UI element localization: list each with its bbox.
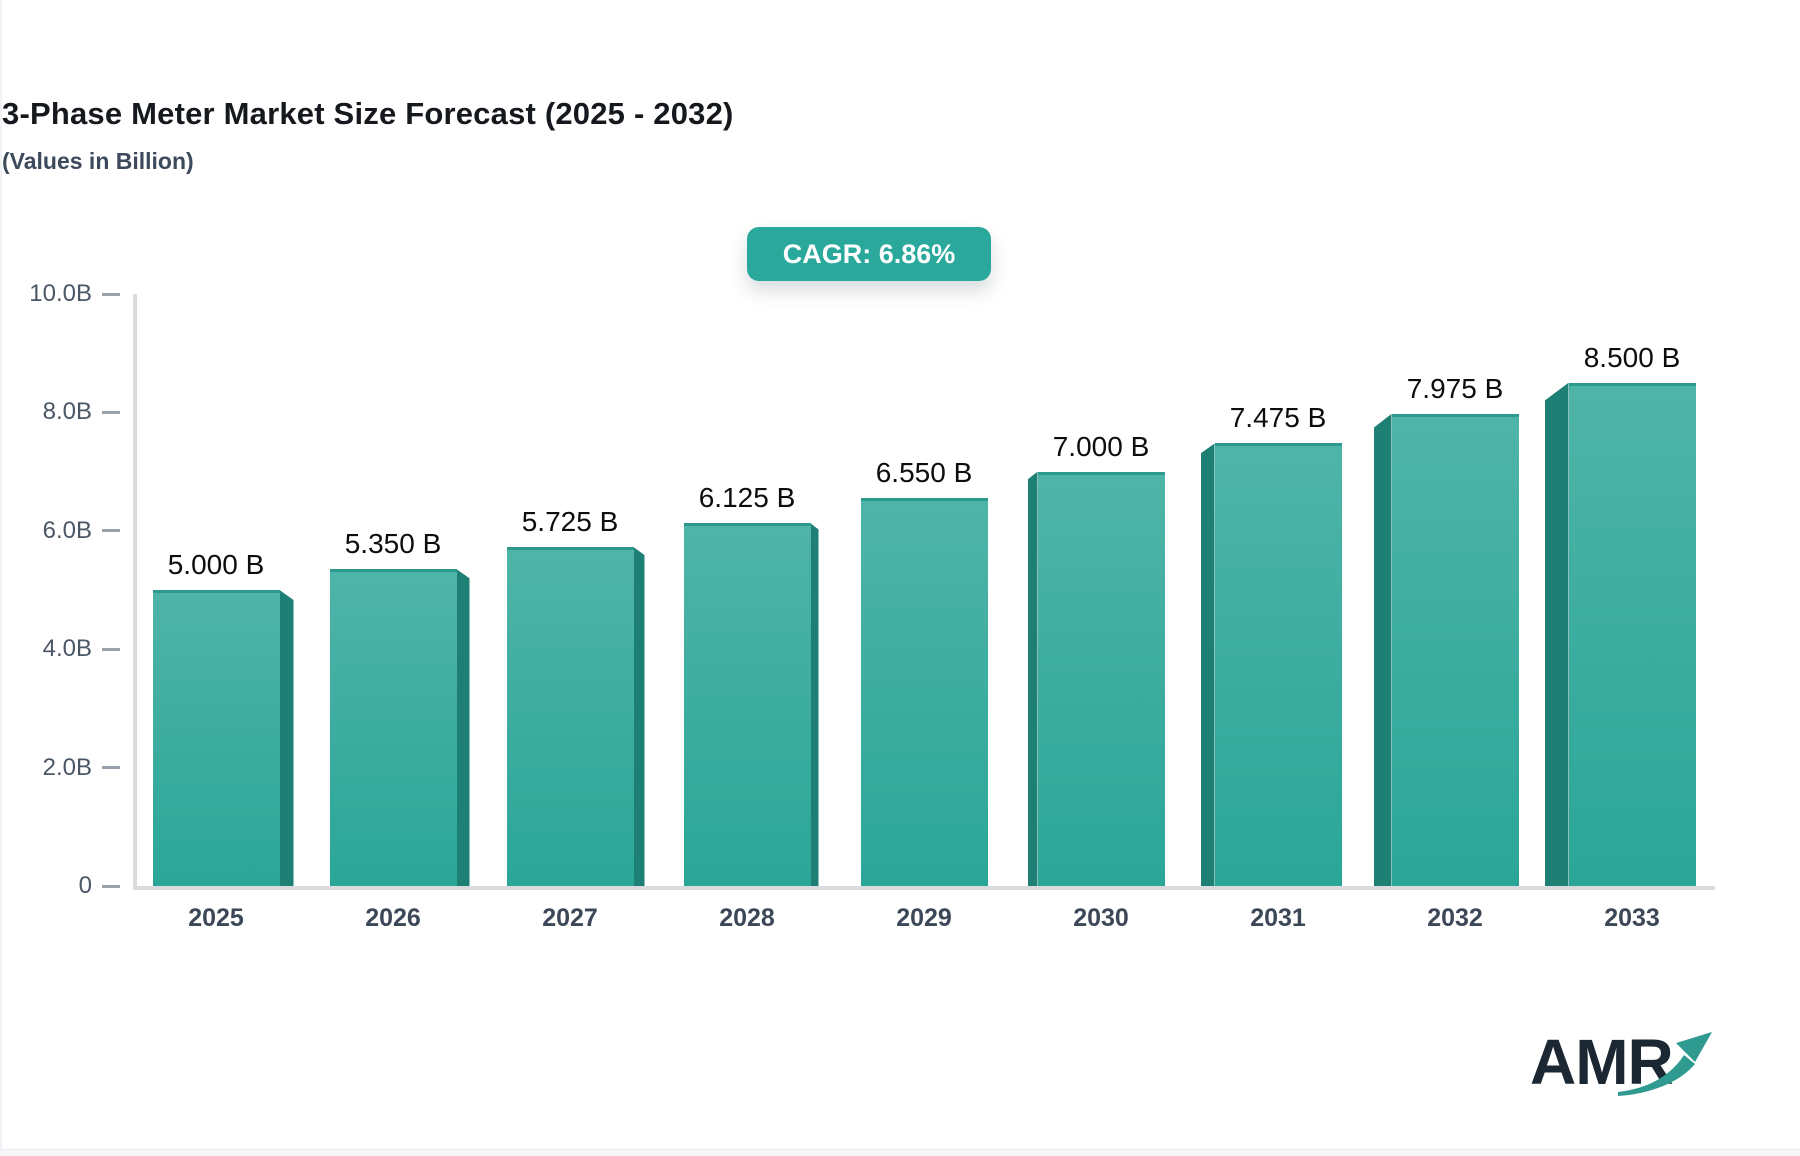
y-tick-mark	[102, 410, 120, 414]
bar-2029	[860, 498, 988, 886]
x-axis-label-2028: 2028	[719, 904, 775, 932]
bar-value-label: 5.725 B	[521, 506, 619, 538]
y-axis-line	[133, 294, 137, 886]
y-tick-label: 2.0B	[42, 753, 92, 781]
x-axis-baseline	[133, 886, 1715, 890]
y-tick-label: 10.0B	[29, 280, 92, 307]
bar-top-edge	[860, 498, 988, 502]
bar-2030	[1037, 471, 1165, 886]
x-axis-label-2031: 2031	[1250, 904, 1306, 932]
bar-value-label: 8.500 B	[1583, 341, 1681, 373]
y-tick-label: 6.0B	[42, 516, 92, 544]
bar-value-label: 6.125 B	[698, 482, 796, 514]
bar-top-edge	[1391, 413, 1519, 417]
y-tick-mark	[102, 292, 120, 296]
chart-subtitle: (Values in Billion)	[2, 148, 194, 174]
bar-2028	[683, 523, 811, 886]
y-tick-mark	[102, 529, 120, 533]
bar-2027	[506, 547, 634, 886]
y-tick-label: 4.0B	[42, 635, 92, 663]
x-axis-label-2025: 2025	[188, 904, 244, 932]
bar-top-edge	[1214, 443, 1342, 447]
chart-title: 3-Phase Meter Market Size Forecast (2025…	[2, 96, 734, 131]
bar-3d-side	[279, 590, 294, 886]
x-axis-label-2026: 2026	[365, 904, 421, 932]
bar-3d-side	[633, 547, 645, 886]
amr-logo-text: AMR	[1530, 1026, 1674, 1098]
bar-3d-side	[1200, 443, 1215, 886]
bar-top-edge	[1568, 382, 1696, 386]
bar-2033	[1568, 382, 1696, 886]
bar-top-edge	[683, 523, 811, 527]
bar-value-label: 5.350 B	[344, 528, 442, 560]
bar-top-edge	[506, 547, 634, 551]
bar-3d-side	[1373, 413, 1392, 886]
bar-3d-side	[1027, 471, 1038, 886]
y-tick-label: 8.0B	[42, 398, 92, 426]
growth-arrow-icon	[1618, 1032, 1712, 1096]
y-tick-label: 0	[78, 872, 92, 899]
bar-top-edge	[329, 569, 457, 573]
bar-value-label: 7.000 B	[1052, 430, 1150, 462]
y-tick-mark	[102, 884, 120, 888]
cagr-badge: CAGR: 6.86%	[747, 227, 991, 281]
bar-2026	[329, 569, 457, 886]
bar-3d-side	[456, 569, 470, 886]
y-tick-mark	[102, 647, 120, 651]
y-tick-mark	[102, 766, 120, 770]
page-bottom-border	[2, 1149, 1800, 1156]
bar-value-label: 5.000 B	[167, 549, 265, 580]
x-axis-label-2033: 2033	[1604, 904, 1660, 932]
bar-2031	[1214, 443, 1342, 886]
x-axis-label-2027: 2027	[542, 904, 598, 932]
bar-top-edge	[1037, 471, 1165, 475]
x-axis-label-2029: 2029	[896, 904, 952, 932]
bar-3d-side	[810, 523, 819, 886]
bar-value-label: 7.475 B	[1229, 402, 1327, 434]
x-axis-label-2032: 2032	[1427, 904, 1483, 932]
amr-logo: AMR	[1530, 1030, 1730, 1110]
bar-2032	[1391, 413, 1519, 886]
bar-3d-side	[1544, 382, 1569, 886]
x-axis-label-2030: 2030	[1073, 904, 1129, 932]
bar-value-label: 7.975 B	[1406, 372, 1504, 404]
bar-top-edge	[152, 590, 280, 593]
bar-value-label: 6.550 B	[875, 457, 973, 489]
bar-2025	[152, 590, 280, 886]
